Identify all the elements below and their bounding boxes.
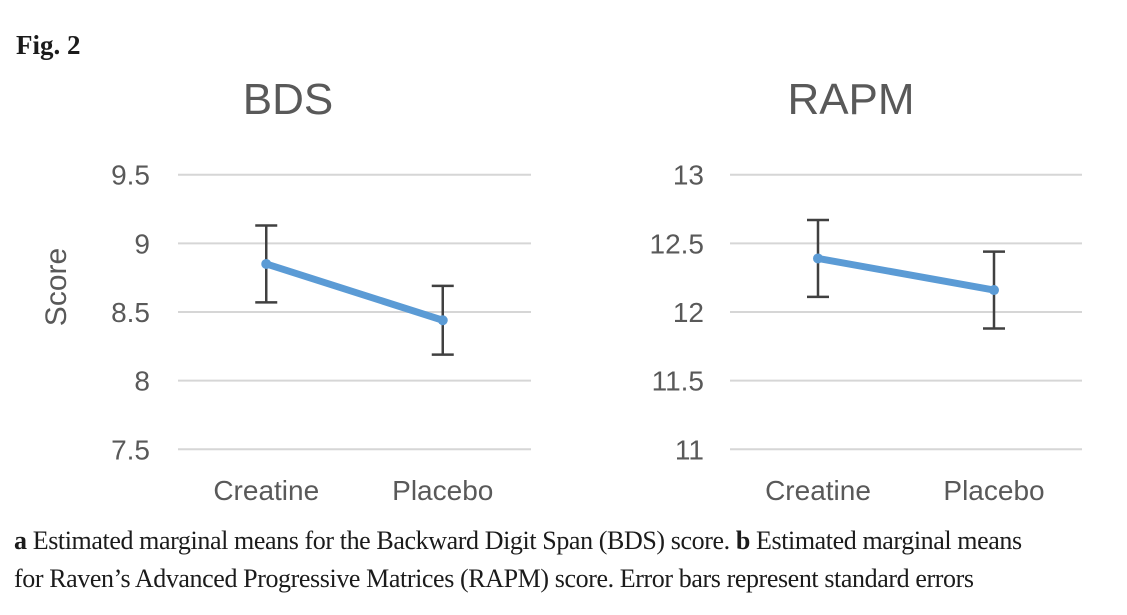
y-tick-label: 9.5 (111, 160, 150, 191)
figure-label: Fig. 2 (16, 30, 81, 60)
x-category-label: Creatine (765, 475, 871, 506)
y-tick-label: 12 (673, 297, 704, 328)
chart-title: RAPM (787, 75, 914, 124)
data-point-marker (261, 258, 272, 269)
y-tick-label: 7.5 (111, 434, 150, 465)
y-tick-label: 13 (673, 160, 704, 191)
caption-part-b-label: b (735, 526, 750, 555)
caption-line-2: for Raven’s Advanced Progressive Matrice… (14, 564, 974, 593)
y-tick-label: 9 (134, 228, 150, 259)
y-axis-label: Score (40, 248, 73, 326)
chart-title: BDS (243, 75, 333, 124)
bds-line-chart: 9.5 9 8.5 8 7.5 BDS Score Creatine Placebo (40, 75, 531, 506)
data-point-marker (813, 253, 823, 264)
caption-part-b-text: Estimated marginal means (749, 526, 1022, 555)
caption-part-a-label: a (14, 526, 27, 555)
y-tick-label: 8.5 (111, 297, 150, 328)
figure-caption: a Estimated marginal means for the Backw… (14, 522, 1124, 598)
y-tick-label: 8 (134, 366, 150, 397)
series-line (262, 260, 447, 324)
x-category-label: Placebo (392, 475, 493, 506)
y-tick-label: 11 (675, 434, 704, 465)
y-tick-label: 11.5 (652, 366, 704, 397)
series-line (814, 254, 998, 294)
caption-line-1: a Estimated marginal means for the Backw… (14, 522, 1124, 560)
data-point-marker (437, 315, 448, 326)
rapm-line-chart: 13 12.5 12 11.5 11 RAPM Creatine Placebo (650, 75, 1082, 506)
caption-part-a-text: Estimated marginal means for the Backwar… (26, 526, 736, 555)
y-tick-label: 12.5 (650, 228, 705, 259)
x-category-label: Placebo (943, 475, 1044, 506)
data-point-marker (989, 285, 999, 296)
x-category-label: Creatine (213, 475, 319, 506)
